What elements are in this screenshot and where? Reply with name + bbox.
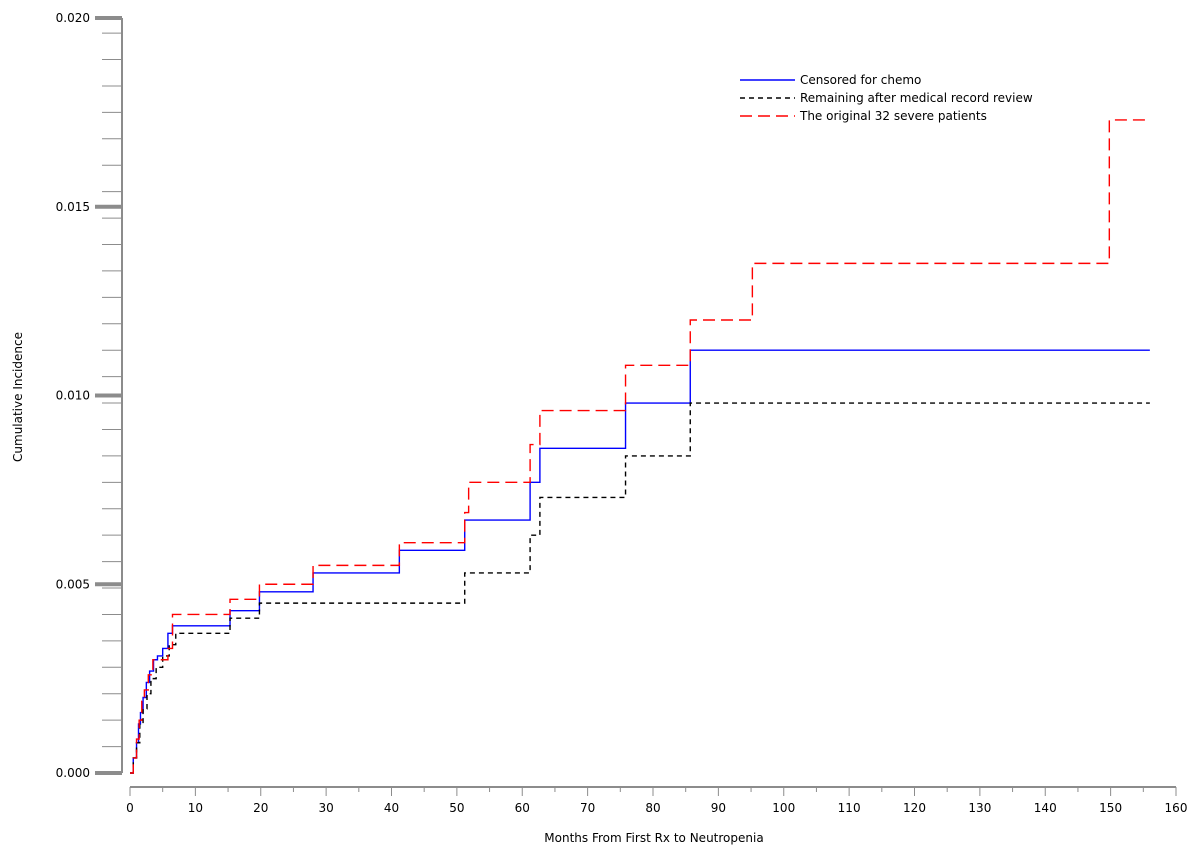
y-tick-label: 0.020 [56,11,90,25]
x-tick-label: 100 [772,801,795,815]
series-line-3 [130,119,1150,774]
x-tick-label: 90 [711,801,726,815]
x-tick-label: 60 [515,801,530,815]
x-tick-label: 10 [188,801,203,815]
x-tick-label: 0 [126,801,134,815]
axes-layer: 0.000 0.005 0.010 0.015 0.020 0 10 20 30 40 50 60 70… [56,11,1188,815]
legend-label-3: The original 32 severe patients [799,109,987,123]
x-tick-label: 50 [449,801,464,815]
x-axis-title: Months From First Rx to Neutropenia [544,831,763,845]
y-tick-label: 0.005 [56,577,90,591]
series-layer [130,119,1150,774]
y-tick-label: 0.000 [56,766,90,780]
x-tick-label: 80 [645,801,660,815]
x-tick-label: 40 [384,801,399,815]
x-tick-label: 110 [838,801,861,815]
x-tick-label: 20 [253,801,268,815]
legend: Censored for chemo Remaining after medica… [740,73,1033,123]
legend-label-1: Censored for chemo [800,73,921,87]
x-tick-label: 130 [968,801,991,815]
x-tick-label: 30 [318,801,333,815]
x-tick-label: 120 [903,801,926,815]
x-tick-label: 160 [1165,801,1188,815]
y-axis-title: Cumulative Incidence [11,332,25,462]
y-tick-label: 0.010 [56,389,90,403]
x-tick-label: 70 [580,801,595,815]
series-line-1 [130,349,1150,774]
y-tick-label: 0.015 [56,200,90,214]
legend-label-2: Remaining after medical record review [800,91,1033,105]
x-tick-label: 150 [1099,801,1122,815]
x-tick-label: 140 [1034,801,1057,815]
